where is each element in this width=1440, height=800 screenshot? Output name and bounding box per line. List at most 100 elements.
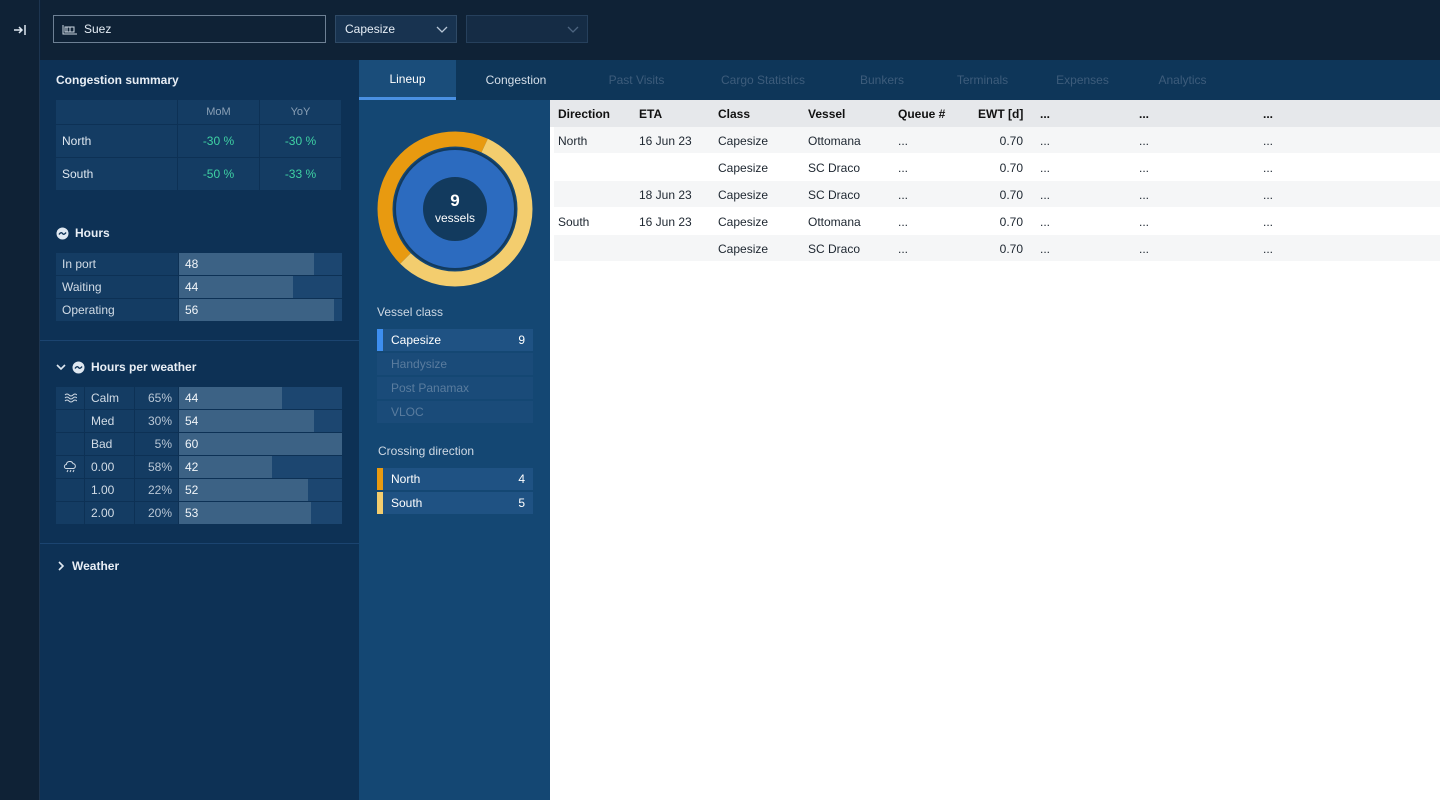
tab-expenses[interactable]: Expenses xyxy=(1056,73,1109,87)
table-cell: ... xyxy=(1040,242,1051,256)
col-queue[interactable]: Queue # xyxy=(898,107,946,121)
table-row[interactable]: South 16 Jun 23 Capesize Ottomana... 0.70...… xyxy=(554,208,1440,234)
weather-row-icon-cell xyxy=(56,502,84,524)
trend-circle-icon xyxy=(72,361,85,373)
tab-congestion[interactable]: Congestion xyxy=(485,73,547,87)
chevron-down-icon xyxy=(436,26,448,33)
summary-header-yoy: YoY xyxy=(260,100,341,124)
lineup-filter-panel: 9 vessels Vessel class Capesize 9 Handys… xyxy=(359,100,550,800)
weather-section-header[interactable]: Weather xyxy=(56,559,119,573)
table-cell: Ottomana xyxy=(808,134,861,148)
hours-row-label: Waiting xyxy=(56,276,178,298)
vessel-class-select-value: Capesize xyxy=(345,22,396,36)
table-row[interactable]: 18 Jun 23 Capesize SC Draco... 0.70........… xyxy=(554,181,1440,207)
weather-row-icon-cell xyxy=(56,387,84,409)
weather-row-label: 2.00 xyxy=(85,502,134,524)
table-cell: ... xyxy=(1139,215,1150,229)
filter-north[interactable]: North 4 xyxy=(377,468,533,490)
table-row[interactable]: North 16 Jun 23 Capesize Ottomana... 0.70...… xyxy=(554,127,1440,153)
col-ewt[interactable]: EWT [d] xyxy=(978,107,1024,121)
donut-unit: vessels xyxy=(435,211,475,225)
filter-name: Post Panamax xyxy=(391,381,470,395)
port-search-input[interactable]: Suez xyxy=(53,15,326,43)
expand-sidebar-button[interactable] xyxy=(10,20,30,40)
weather-row: Med 30% 54 xyxy=(56,410,342,432)
filter-handysize[interactable]: Handysize xyxy=(377,353,533,375)
col-extra-1[interactable]: ... xyxy=(1040,107,1051,121)
table-cell: ... xyxy=(1263,161,1274,175)
weather-row: 2.00 20% 53 xyxy=(56,502,342,524)
filter-south[interactable]: South 5 xyxy=(377,492,533,514)
filter-capesize[interactable]: Capesize 9 xyxy=(377,329,533,351)
vessel-class-select[interactable]: Capesize xyxy=(335,15,457,43)
tab-bar: Lineup Congestion Past Visits Cargo Stat… xyxy=(359,60,1440,100)
table-row[interactable]: Capesize SC Draco... 0.70......... xyxy=(554,235,1440,261)
tab-past-visits[interactable]: Past Visits xyxy=(608,73,665,87)
table-cell: ... xyxy=(898,188,909,202)
table-cell: South xyxy=(558,215,590,229)
weather-bar-value: 60 xyxy=(185,437,199,451)
tab-terminals[interactable]: Terminals xyxy=(956,73,1009,87)
table-cell: ... xyxy=(1263,215,1274,229)
col-extra-3[interactable]: ... xyxy=(1263,107,1274,121)
table-cell: North xyxy=(558,134,588,148)
tab-bunkers[interactable]: Bunkers xyxy=(859,73,905,87)
table-cell: Capesize xyxy=(718,242,769,256)
table-cell: ... xyxy=(898,242,909,256)
table-cell: ... xyxy=(898,215,909,229)
filter-post-panamax[interactable]: Post Panamax xyxy=(377,377,533,399)
table-cell: Ottomana xyxy=(808,215,861,229)
weather-row-pct: 58% xyxy=(135,456,178,478)
col-eta[interactable]: ETA xyxy=(639,107,663,121)
table-cell: ... xyxy=(1139,161,1150,175)
filter-vloc[interactable]: VLOC xyxy=(377,401,533,423)
weather-row-label: Calm xyxy=(85,387,134,409)
table-header: Direction ETA Class Vessel Queue # EWT [… xyxy=(550,100,1440,127)
donut-center xyxy=(423,177,487,241)
table-row[interactable]: Capesize SC Draco... 0.70......... xyxy=(554,154,1440,180)
weather-bar-value: 52 xyxy=(185,483,199,497)
filter-marker xyxy=(377,401,383,423)
table-cell: 0.70 xyxy=(999,215,1023,229)
col-vessel[interactable]: Vessel xyxy=(808,107,846,121)
col-class[interactable]: Class xyxy=(718,107,751,121)
weather-row: 0.00 58% 42 xyxy=(56,456,342,478)
weather-row-pct: 65% xyxy=(135,387,178,409)
table-cell: ... xyxy=(1040,134,1051,148)
filter-marker xyxy=(377,329,383,351)
summary-row: South -50 % -33 % xyxy=(56,158,342,190)
weather-row-icon-cell xyxy=(56,479,84,501)
weather-row-icon-cell xyxy=(56,410,84,432)
summary-row: North -30 % -30 % xyxy=(56,125,342,157)
port-icon xyxy=(62,25,77,35)
left-panel: Congestion summary MoM YoY North -30 % -… xyxy=(40,60,359,800)
tab-lineup[interactable]: Lineup xyxy=(359,60,456,100)
summary-header-row: MoM YoY xyxy=(56,100,342,124)
col-direction[interactable]: Direction xyxy=(558,107,611,121)
table-cell: 0.70 xyxy=(999,161,1023,175)
tab-analytics[interactable]: Analytics xyxy=(1158,73,1207,87)
donut-south-arc xyxy=(377,131,533,287)
filter-count: 4 xyxy=(518,472,525,486)
summary-header-blank xyxy=(56,100,177,124)
hours-per-weather-header[interactable]: Hours per weather xyxy=(56,360,196,374)
vessel-class-label: Vessel class xyxy=(377,305,444,319)
filter-name: Handysize xyxy=(391,357,448,371)
section-divider xyxy=(40,543,359,544)
chevron-down-icon xyxy=(56,364,66,371)
hours-section-header[interactable]: Hours xyxy=(56,226,110,240)
hours-bar-track: 48 xyxy=(179,253,342,275)
col-extra-2[interactable]: ... xyxy=(1139,107,1150,121)
weather-bar-track: 44 xyxy=(179,387,342,409)
weather-row-label: Med xyxy=(85,410,134,432)
secondary-select[interactable] xyxy=(466,15,588,43)
hours-bar-track: 56 xyxy=(179,299,342,321)
table-cell: 16 Jun 23 xyxy=(639,215,692,229)
filter-name: South xyxy=(391,496,423,510)
hours-bar-value: 56 xyxy=(185,303,199,317)
tab-cargo-statistics[interactable]: Cargo Statistics xyxy=(720,73,806,87)
weather-row: 1.00 22% 52 xyxy=(56,479,342,501)
weather-bar-value: 54 xyxy=(185,414,199,428)
summary-row-mom: -50 % xyxy=(178,158,259,190)
filter-marker xyxy=(377,468,383,490)
